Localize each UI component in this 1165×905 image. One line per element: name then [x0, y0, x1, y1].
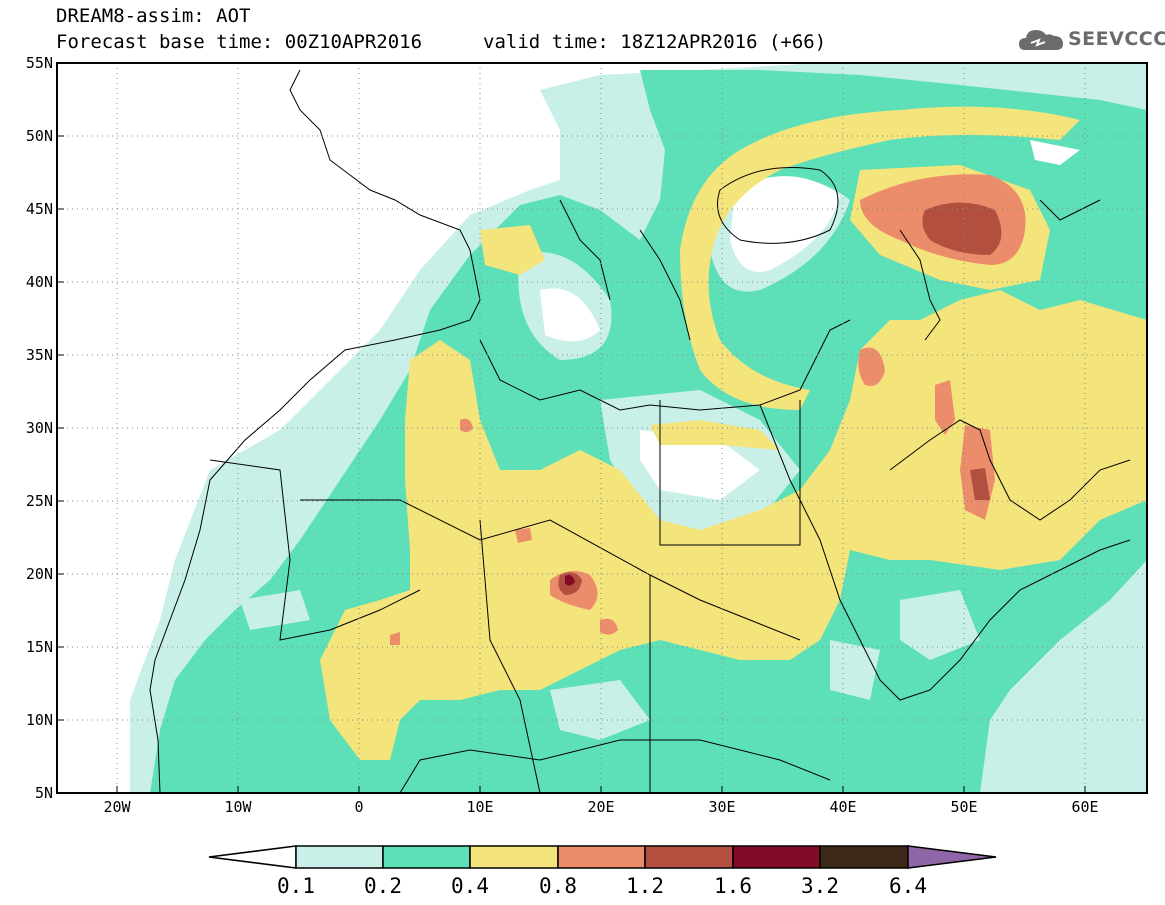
lat-label: 55N: [26, 54, 53, 72]
colorbar-swatch: [295, 845, 384, 869]
lon-label: 20W: [103, 798, 131, 816]
lat-label: 20N: [26, 565, 53, 583]
lon-label: 20E: [587, 798, 614, 816]
colorbar-swatch: [732, 845, 821, 869]
colorbar-swatch: [557, 845, 646, 869]
valid-time: valid time: 18Z12APR2016 (+66): [483, 31, 827, 53]
aot-band-1.2: [922, 202, 1002, 255]
lat-label: 45N: [26, 200, 53, 218]
coastlines: [149, 69, 1131, 793]
colorbar-label: 0.1: [277, 874, 315, 898]
lon-label: 10E: [466, 798, 493, 816]
colorbar-swatch: [819, 845, 909, 869]
lon-label: 50E: [950, 798, 977, 816]
lat-label: 50N: [26, 127, 53, 145]
forecast-base-time: Forecast base time: 00Z10APR2016: [56, 31, 423, 53]
colorbar-label: 0.8: [539, 874, 577, 898]
lat-label: 25N: [26, 492, 53, 510]
cloud-icon: [1019, 30, 1063, 50]
graticule: [57, 63, 1147, 793]
seevccc-logo: SEEVCCC: [1068, 28, 1165, 50]
lat-label: 35N: [26, 346, 53, 364]
lon-label: 30E: [708, 798, 735, 816]
colorbar-swatch: [907, 845, 997, 869]
map-title: DREAM8-assim: AOT: [56, 5, 251, 27]
lon-label: 0: [354, 798, 363, 816]
colorbar-label: 1.2: [626, 874, 664, 898]
lon-label: 10W: [224, 798, 252, 816]
lon-label: 60E: [1071, 798, 1098, 816]
colorbar-label: 6.4: [889, 874, 927, 898]
lat-label: 30N: [26, 419, 53, 437]
colorbar-label: 0.4: [451, 874, 489, 898]
colorbar-swatch: [644, 845, 734, 869]
lat-label: 15N: [26, 638, 53, 656]
lat-label: 10N: [26, 711, 53, 729]
colorbar-label: 0.2: [364, 874, 402, 898]
colorbar-swatch: [208, 845, 297, 869]
lat-label: 40N: [26, 273, 53, 291]
colorbar-label: 3.2: [801, 874, 839, 898]
aot-band-1.6: [565, 574, 575, 586]
lon-label: 40E: [829, 798, 856, 816]
colorbar-label: 1.6: [714, 874, 752, 898]
colorbar: [208, 845, 997, 869]
aot-field: [57, 63, 1147, 793]
axis-ticks: [57, 62, 1086, 794]
lat-label: 5N: [35, 784, 53, 802]
colorbar-swatch: [469, 845, 559, 869]
colorbar-swatch: [382, 845, 471, 869]
